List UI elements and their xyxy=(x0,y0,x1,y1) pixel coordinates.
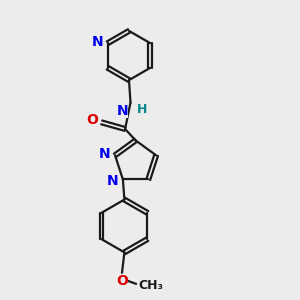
Text: N: N xyxy=(92,35,103,49)
Text: H: H xyxy=(137,103,148,116)
Text: CH₃: CH₃ xyxy=(139,279,164,292)
Text: N: N xyxy=(107,174,118,188)
Text: N: N xyxy=(99,147,111,161)
Text: O: O xyxy=(86,113,98,127)
Text: O: O xyxy=(116,274,128,288)
Text: N: N xyxy=(116,104,128,118)
